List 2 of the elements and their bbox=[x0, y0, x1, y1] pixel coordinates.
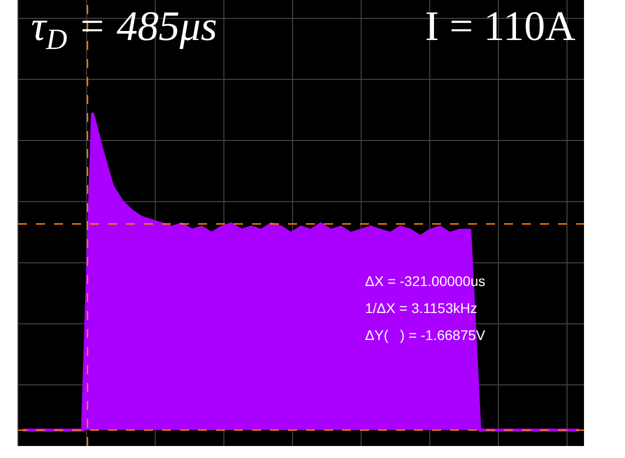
text: τ$_{D}$ = 485μs bbox=[31, 4, 218, 56]
text: I = 110A bbox=[425, 4, 576, 50]
